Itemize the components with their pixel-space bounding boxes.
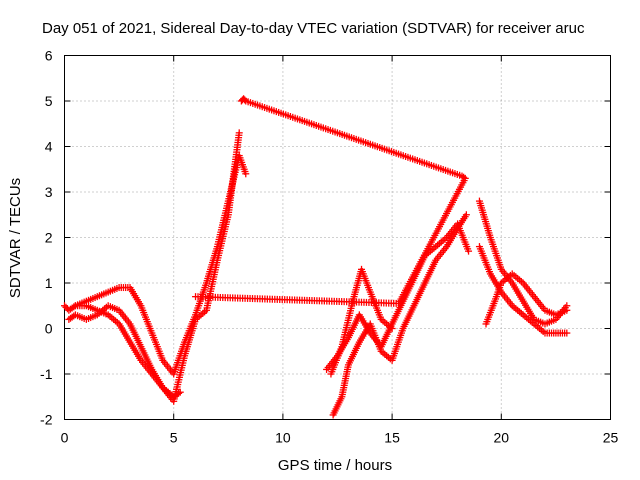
x-axis-label: GPS time / hours	[278, 457, 392, 474]
y-tick-label: 1	[45, 275, 53, 291]
data-point	[175, 389, 183, 397]
data-point	[563, 329, 571, 337]
data-point	[235, 129, 243, 137]
y-axis-label: SDTVAR / TECUs	[7, 178, 24, 298]
plot-frame	[64, 55, 611, 420]
chart-title: Day 051 of 2021, Sidereal Day-to-day VTE…	[42, 20, 585, 37]
y-tick-label: 5	[45, 93, 53, 109]
y-tick-labels: -2 -1 0 1 2 3 4 5 6	[40, 48, 53, 428]
x-tick-label: 20	[494, 430, 510, 446]
x-tick-label: 10	[275, 430, 291, 446]
data-point	[462, 211, 470, 219]
y-tick-label: 2	[45, 230, 53, 246]
x-tick-labels: 0 5 10 15 20 25	[61, 430, 619, 446]
data-point	[176, 388, 184, 396]
data-point	[192, 293, 200, 301]
y-tick-label: 3	[45, 184, 53, 200]
x-tick-label: 25	[603, 430, 619, 446]
data-point	[563, 306, 571, 314]
data-point	[242, 170, 250, 178]
data-point	[388, 325, 396, 332]
x-tick-label: 15	[384, 430, 400, 446]
x-tick-label: 5	[170, 430, 178, 446]
data-points	[61, 95, 571, 419]
y-tick-label: -1	[40, 366, 53, 382]
y-tick-label: 0	[45, 321, 53, 337]
y-tick-label: -2	[40, 412, 53, 428]
data-point	[70, 303, 78, 311]
y-tick-label: 4	[45, 139, 53, 155]
data-point	[465, 247, 473, 255]
y-tick-label: 6	[45, 48, 53, 64]
x-tick-label: 0	[61, 430, 69, 446]
